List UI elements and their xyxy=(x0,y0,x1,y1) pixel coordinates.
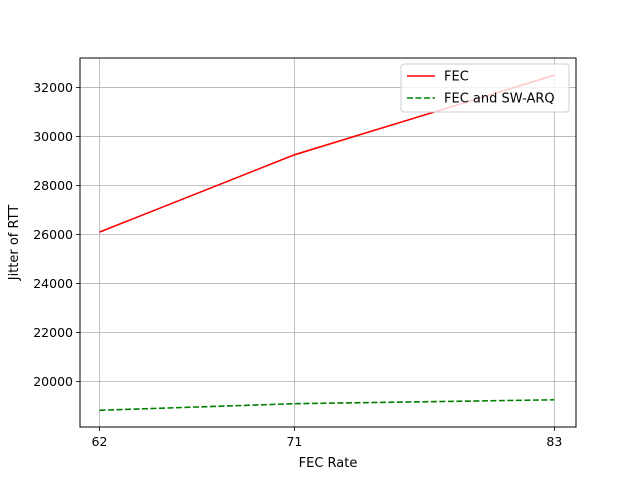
y-tick-label: 32000 xyxy=(33,80,73,95)
plot-frame xyxy=(79,57,577,428)
x-ticks: 62 71 83 xyxy=(92,427,562,449)
legend-label-2: FEC and SW-ARQ xyxy=(444,92,555,107)
y-tick-label: 30000 xyxy=(33,129,73,144)
y-tick-label: 22000 xyxy=(33,325,73,340)
x-axis-label: FEC Rate xyxy=(299,456,358,471)
y-tick-label: 24000 xyxy=(33,276,73,291)
y-tick-label: 26000 xyxy=(33,227,73,242)
legend-box xyxy=(400,63,570,113)
y-tick-label: 28000 xyxy=(33,178,73,193)
x-tick-label: 71 xyxy=(286,434,302,449)
x-tick-label: 83 xyxy=(546,434,562,449)
y-axis-label: Jitter of RTT xyxy=(7,205,22,282)
x-tick-label: 62 xyxy=(92,434,108,449)
y-ticks: 20000 22000 24000 26000 28000 30000 32000 xyxy=(33,80,80,389)
y-tick-label: 20000 xyxy=(33,374,73,389)
legend: FEC FEC and SW-ARQ xyxy=(400,63,570,113)
legend-label-1: FEC xyxy=(444,70,469,85)
series-line-2 xyxy=(99,399,555,412)
